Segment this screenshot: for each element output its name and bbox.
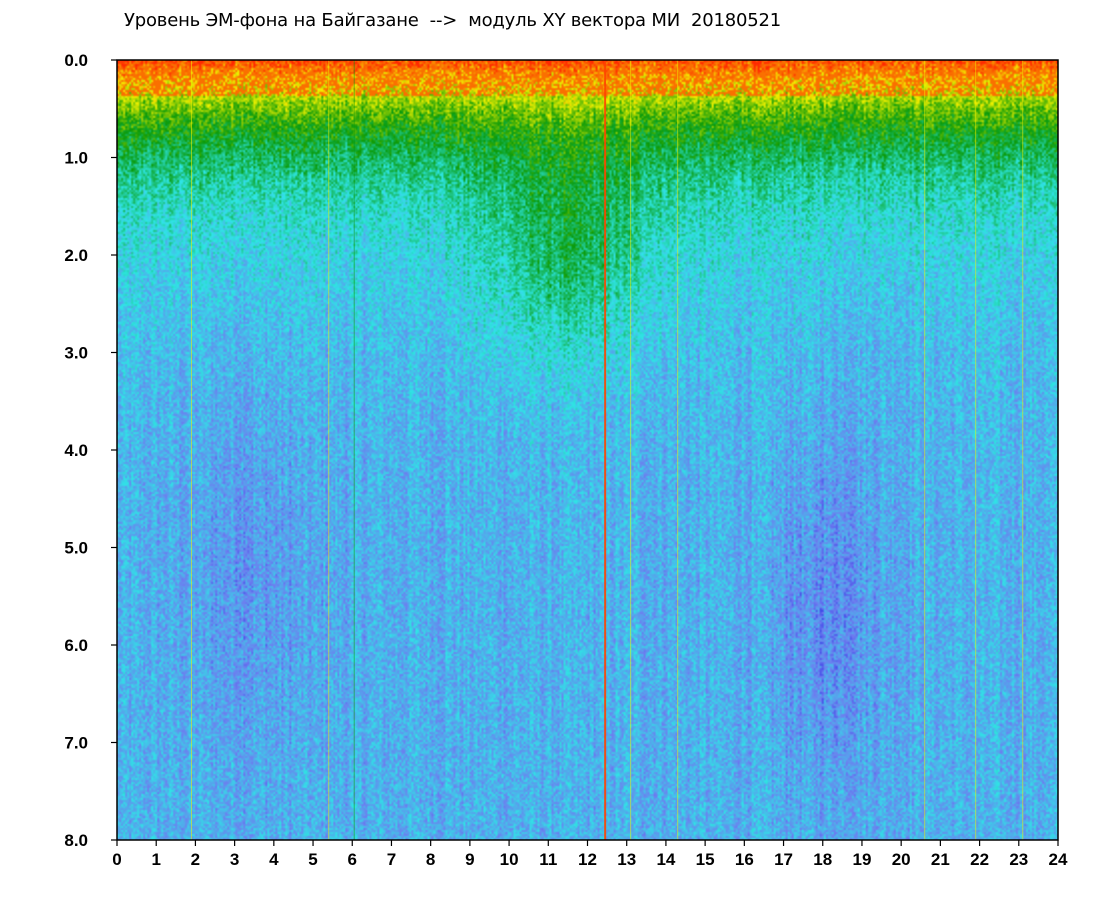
x-tick-label: 9 [465, 850, 474, 869]
x-tick-label: 17 [774, 850, 793, 869]
x-tick-label: 3 [230, 850, 239, 869]
x-tick-label: 19 [852, 850, 871, 869]
x-tick-label: 18 [813, 850, 832, 869]
x-tick-label: 14 [656, 850, 675, 869]
y-tick-label: 7.0 [64, 734, 88, 753]
x-tick-label: 7 [387, 850, 396, 869]
x-tick-label: 6 [348, 850, 357, 869]
y-tick-label: 5.0 [64, 539, 88, 558]
y-tick-label: 0.0 [64, 51, 88, 70]
y-axis: 0.0 1.0 2.0 3.0 4.0 5.0 6.0 7.0 8.0 [64, 51, 117, 850]
y-tick-label: 6.0 [64, 636, 88, 655]
x-axis: 0 1 2 3 4 5 6 7 8 9 10 11 12 13 14 15 16 17 18 19 20 21 22 23 24 [112, 840, 1068, 869]
x-tick-label: 21 [931, 850, 950, 869]
y-tick-label: 2.0 [64, 246, 88, 265]
x-tick-label: 16 [735, 850, 754, 869]
x-tick-label: 15 [696, 850, 715, 869]
x-tick-label: 11 [539, 850, 557, 869]
x-tick-label: 23 [1009, 850, 1028, 869]
chart-title: Уровень ЭМ-фона на Байгазане --> модуль … [124, 10, 782, 31]
x-tick-label: 0 [112, 850, 121, 869]
y-tick-label: 3.0 [64, 344, 88, 363]
x-tick-label: 10 [500, 850, 519, 869]
x-tick-label: 5 [308, 850, 317, 869]
y-tick-label: 4.0 [64, 441, 88, 460]
heatmap-image [117, 60, 1058, 840]
x-tick-label: 1 [151, 850, 160, 869]
x-tick-label: 22 [970, 850, 989, 869]
y-tick-label: 1.0 [64, 149, 88, 168]
x-tick-label: 24 [1049, 850, 1068, 869]
x-tick-label: 2 [191, 850, 200, 869]
x-tick-label: 20 [892, 850, 911, 869]
plot-area [117, 60, 1058, 840]
x-tick-label: 4 [269, 850, 279, 869]
y-tick-label: 8.0 [64, 831, 88, 850]
x-tick-label: 8 [426, 850, 435, 869]
x-tick-label: 13 [617, 850, 636, 869]
x-tick-label: 12 [578, 850, 597, 869]
